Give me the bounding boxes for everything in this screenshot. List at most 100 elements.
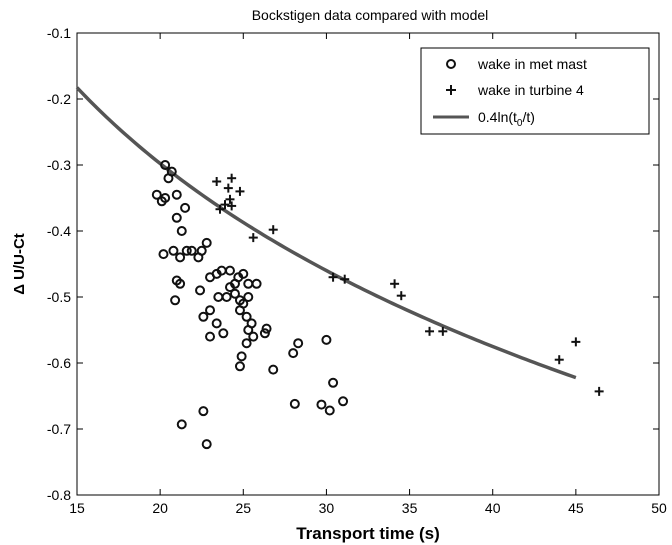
met-mast-point (180, 202, 191, 213)
met-mast-point (198, 406, 209, 417)
met-mast-point (176, 419, 187, 430)
y-tick-label: -0.2 (47, 91, 71, 107)
chart-title: Bockstigen data compared with model (252, 7, 489, 23)
met-mast-point (289, 398, 300, 409)
met-mast-point (293, 338, 304, 349)
y-tick-label: -0.5 (47, 289, 71, 305)
y-tick-label: -0.7 (47, 421, 71, 437)
met-mast-point (213, 292, 224, 302)
legend-model-subscript: 0 (517, 118, 523, 129)
met-mast-point (248, 331, 259, 342)
turbine-point (390, 279, 400, 289)
turbine-point (554, 355, 564, 365)
met-mast-point (321, 334, 332, 345)
turbine-point (223, 183, 233, 193)
turbine-point (220, 200, 230, 210)
x-tick-label: 45 (568, 500, 584, 516)
met-mast-point (201, 439, 212, 450)
met-mast-point (229, 288, 240, 299)
turbine-point (571, 337, 581, 347)
met-mast-point (205, 305, 216, 316)
y-tick-label: -0.8 (47, 487, 71, 503)
legend-plus-marker (446, 85, 456, 95)
met-mast-point (261, 323, 272, 334)
turbine-point (235, 186, 245, 196)
met-mast-point (181, 245, 192, 256)
legend-label-model: 0.4ln(t0/t) (478, 109, 535, 129)
y-axis: -0.1 -0.2 -0.3 -0.4 -0.5 -0.6 -0.7 -0.8 (47, 25, 659, 503)
met-mast-point (218, 328, 229, 339)
met-mast-point (243, 292, 254, 302)
met-mast-point (156, 196, 167, 207)
met-mast-point (205, 331, 216, 342)
x-axis-label: Transport time (s) (296, 524, 440, 543)
turbine-point (396, 291, 406, 301)
met-mast-point (160, 160, 171, 170)
met-mast-point (171, 212, 182, 223)
met-mast-point (259, 328, 270, 339)
x-axis: 15 20 25 30 35 40 45 50 (69, 33, 667, 516)
met-mast-point (168, 245, 179, 256)
met-mast-point (175, 252, 186, 263)
turbine-point (225, 194, 235, 204)
x-tick-label: 20 (152, 500, 168, 516)
turbine-point (438, 326, 448, 336)
met-mast-point (211, 318, 222, 329)
turbine-point (248, 233, 258, 243)
met-mast-point (171, 189, 182, 200)
met-mast-point (316, 399, 327, 410)
met-mast-point (201, 237, 212, 248)
met-mast-point (196, 245, 207, 256)
met-mast-point (176, 226, 187, 236)
turbine-point (212, 177, 222, 186)
turbine-point (328, 272, 338, 282)
x-tick-label: 25 (235, 500, 251, 516)
legend-box (420, 47, 650, 135)
turbine-point (227, 173, 237, 183)
x-tick-label: 50 (651, 500, 667, 516)
met-mast-point (158, 249, 169, 260)
met-mast-point (243, 325, 254, 335)
met-mast-point (151, 189, 162, 200)
met-mast-point (234, 361, 245, 372)
legend-circle-marker (446, 59, 456, 69)
legend-label-met-mast: wake in met mast (477, 56, 587, 72)
met-mast-point (224, 282, 235, 293)
turbine-point (594, 386, 604, 396)
legend-label-turbine: wake in turbine 4 (477, 82, 584, 98)
met-mast-point (198, 311, 209, 322)
met-mast-point (224, 265, 235, 276)
turbine-point (215, 204, 225, 214)
met-mast-point (234, 305, 245, 316)
y-axis-label: Δ U/U-Ct (11, 233, 28, 295)
met-mast-point (171, 275, 182, 286)
y-tick-label: -0.1 (47, 25, 71, 41)
y-tick-label: -0.6 (47, 355, 71, 371)
met-mast-point (338, 396, 349, 407)
legend-model-part-a: 0.4ln(t (478, 109, 517, 125)
x-tick-label: 15 (69, 500, 85, 516)
legend-model-part-b: /t) (522, 109, 534, 125)
met-mast-point (238, 268, 249, 279)
model-curve (75, 86, 577, 380)
met-mast-point (236, 351, 247, 362)
x-tick-label: 30 (319, 500, 335, 516)
turbine-point (340, 274, 350, 284)
met-mast-point (268, 364, 279, 375)
met-mast-point (328, 377, 339, 388)
y-tick-label: -0.3 (47, 157, 71, 173)
legend: wake in met mast wake in turbine 4 0.4ln… (420, 47, 650, 135)
turbine-point (268, 225, 278, 235)
met-mast-point (195, 285, 206, 296)
turbine-point (425, 326, 435, 336)
met-mast-point (186, 245, 197, 256)
met-mast-point (170, 295, 181, 306)
x-tick-label: 35 (402, 500, 418, 516)
y-tick-label: -0.4 (47, 223, 71, 239)
met-mast-point (163, 173, 174, 184)
turbine-point (227, 201, 237, 211)
x-tick-label: 40 (485, 500, 501, 516)
met-mast-point (324, 405, 335, 416)
met-mast-point (241, 311, 252, 322)
